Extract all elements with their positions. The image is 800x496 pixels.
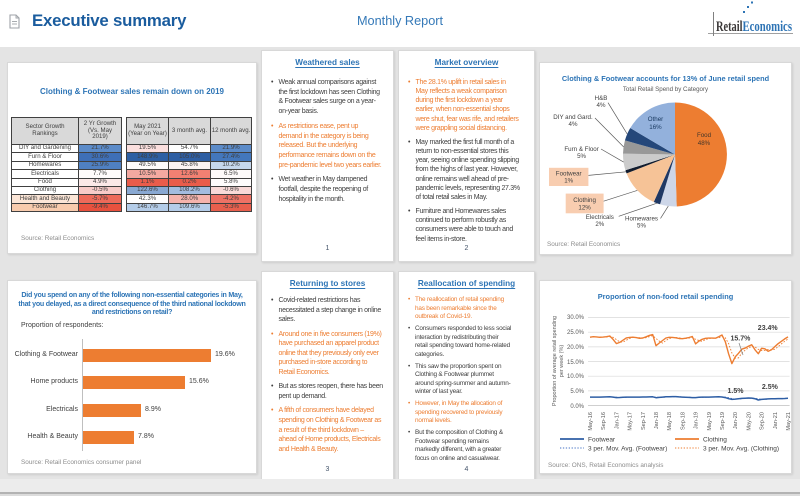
svg-text:2.5%: 2.5% xyxy=(762,384,779,391)
svg-text:Jan-20: Jan-20 xyxy=(733,412,739,429)
svg-text:0.0%: 0.0% xyxy=(570,404,584,410)
svg-text:Jan-19: Jan-19 xyxy=(694,412,700,429)
svg-text:Clothing: Clothing xyxy=(573,197,596,204)
svg-text:Sep-17: Sep-17 xyxy=(641,412,647,430)
svg-text:1%: 1% xyxy=(564,178,573,185)
svg-text:48%: 48% xyxy=(698,140,711,147)
svg-text:Jan-17: Jan-17 xyxy=(614,412,620,429)
svg-text:16%: 16% xyxy=(649,124,662,131)
svg-text:Electricals: Electricals xyxy=(586,214,614,221)
svg-text:Homewares: Homewares xyxy=(625,216,658,223)
svg-text:Proportion of average retail s: Proportion of average retail spending xyxy=(552,316,558,406)
svg-text:May-18: May-18 xyxy=(667,412,673,431)
svg-text:Furn & Floor: Furn & Floor xyxy=(564,146,598,153)
svg-text:3 per. Mov. Avg. (Clothing): 3 per. Mov. Avg. (Clothing) xyxy=(703,446,779,453)
svg-text:23.4%: 23.4% xyxy=(758,325,779,332)
svg-text:10.0%: 10.0% xyxy=(567,374,585,380)
svg-text:Economics: Economics xyxy=(743,19,793,35)
svg-text:Jan-18: Jan-18 xyxy=(654,412,660,429)
svg-text:5%: 5% xyxy=(637,223,646,230)
svg-text:May-16: May-16 xyxy=(588,412,594,431)
svg-text:H&B: H&B xyxy=(595,95,608,102)
svg-text:15.0%: 15.0% xyxy=(567,360,585,366)
svg-text:4%: 4% xyxy=(569,121,578,128)
svg-text:Other: Other xyxy=(648,116,663,123)
svg-text:Sep-20: Sep-20 xyxy=(760,412,766,430)
svg-text:12%: 12% xyxy=(578,204,591,211)
svg-text:4%: 4% xyxy=(597,102,606,109)
svg-text:Clothing: Clothing xyxy=(703,437,727,444)
svg-text:Footwear: Footwear xyxy=(588,437,616,444)
svg-text:Sep-16: Sep-16 xyxy=(601,412,607,430)
svg-text:3 per. Mov. Avg. (Footwear): 3 per. Mov. Avg. (Footwear) xyxy=(588,446,667,453)
svg-text:DIY and Gard.: DIY and Gard. xyxy=(553,114,593,121)
svg-text:Retail: Retail xyxy=(716,19,743,35)
svg-text:5%: 5% xyxy=(577,153,586,160)
svg-text:Jan-21: Jan-21 xyxy=(773,412,779,429)
svg-text:May-20: May-20 xyxy=(746,412,752,431)
svg-text:2%: 2% xyxy=(595,221,604,228)
svg-text:May-19: May-19 xyxy=(707,412,713,431)
svg-text:15.7%: 15.7% xyxy=(731,335,752,342)
svg-text:per week (%): per week (%) xyxy=(559,345,565,378)
svg-text:Food: Food xyxy=(697,132,712,139)
svg-text:20.0%: 20.0% xyxy=(567,345,585,351)
svg-text:25.0%: 25.0% xyxy=(567,330,585,336)
svg-text:Sep-18: Sep-18 xyxy=(680,412,686,430)
svg-text:Sep-19: Sep-19 xyxy=(720,412,726,430)
svg-text:5.0%: 5.0% xyxy=(570,389,584,395)
svg-text:May-17: May-17 xyxy=(628,412,634,431)
svg-text:May-21: May-21 xyxy=(786,412,792,431)
svg-text:Footwear: Footwear xyxy=(556,170,582,177)
svg-text:30.0%: 30.0% xyxy=(567,315,585,321)
svg-text:1.5%: 1.5% xyxy=(728,388,745,395)
